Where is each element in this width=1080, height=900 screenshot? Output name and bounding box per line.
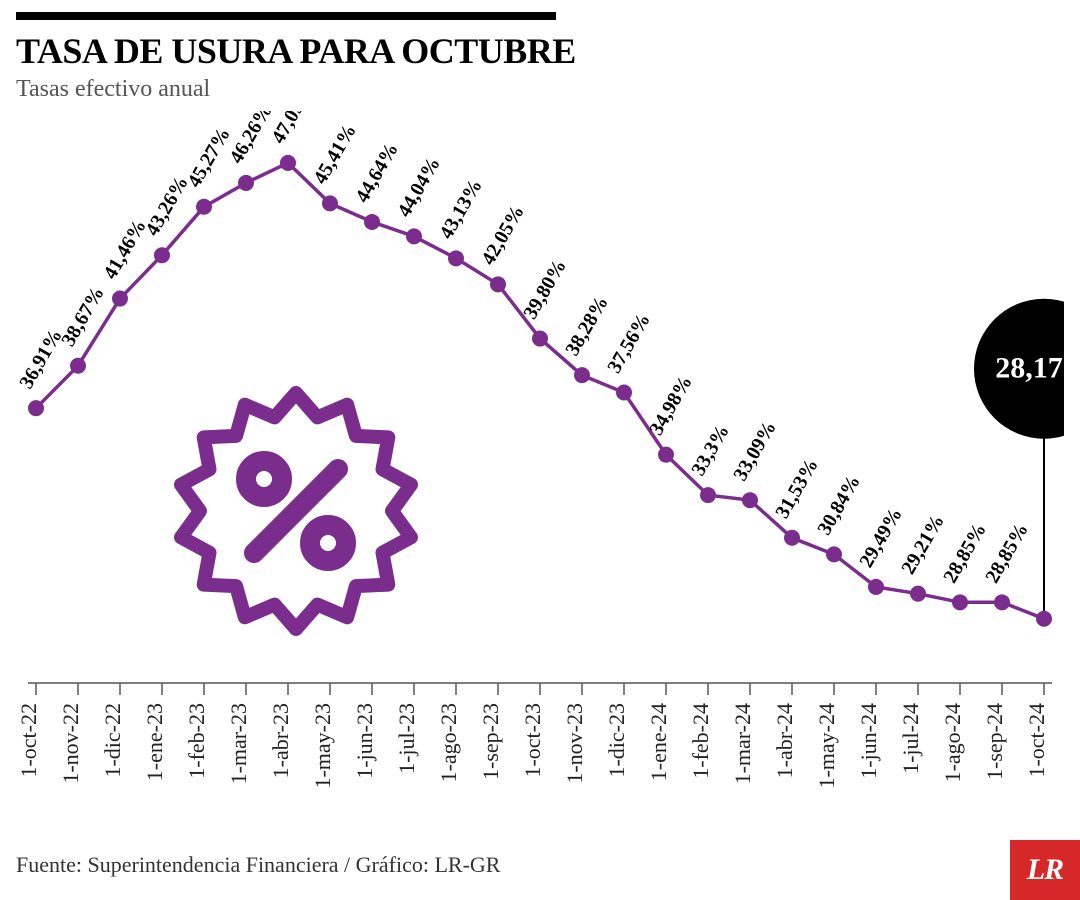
x-axis-label: 1-ago-24	[940, 703, 965, 782]
data-point-label: 44,04%	[393, 154, 445, 221]
x-axis-label: 1-jul-24	[898, 703, 923, 774]
x-axis-label: 1-nov-23	[562, 703, 587, 784]
data-point-label: 29,49%	[855, 504, 907, 571]
data-point	[1036, 611, 1052, 627]
data-point	[700, 487, 716, 503]
data-point-label: 45,41%	[309, 121, 361, 188]
data-point-label: 42,05%	[477, 202, 529, 269]
data-point-label: 30,84%	[813, 472, 865, 539]
data-point-label: 38,28%	[561, 292, 613, 359]
x-axis-label: 1-abr-24	[772, 703, 797, 778]
data-point	[154, 247, 170, 263]
data-point	[238, 175, 254, 191]
x-axis-label: 1-sep-24	[982, 703, 1007, 780]
data-point-label: 38,67%	[57, 283, 109, 350]
data-point-label: 39,80%	[519, 256, 571, 323]
data-point-label: 34,98%	[645, 372, 697, 439]
data-point	[826, 546, 842, 562]
data-point-label: 29,21%	[897, 511, 949, 578]
data-point	[322, 195, 338, 211]
x-axis-label: 1-jun-24	[856, 703, 881, 779]
x-axis-label: 1-jun-23	[352, 703, 377, 779]
percent-icon	[310, 525, 346, 561]
data-point	[196, 199, 212, 215]
data-point	[910, 586, 926, 602]
data-point	[574, 367, 590, 383]
data-point	[868, 579, 884, 595]
line-chart-svg: 1-oct-22 1-nov-22 1-dic-22 1-ene-23 1-feb-23…	[16, 111, 1064, 811]
x-axis-label: 1-feb-24	[688, 703, 713, 779]
data-point-label: 43,13%	[435, 176, 487, 243]
x-axis-label: 1-may-23	[310, 703, 335, 789]
x-axis-label: 1-ene-24	[646, 703, 671, 781]
data-point	[658, 447, 674, 463]
chart-title: TASA DE USURA PARA OCTUBRE	[16, 30, 1064, 72]
x-axis-label: 1-mar-24	[730, 703, 755, 784]
data-point	[490, 276, 506, 292]
data-point	[112, 291, 128, 307]
x-axis-label: 1-nov-22	[58, 703, 83, 784]
data-point	[742, 492, 758, 508]
x-axis-label: 1-sep-23	[478, 703, 503, 780]
x-axis-label: 1-oct-24	[1024, 703, 1049, 778]
x-axis-label: 1-jul-23	[394, 703, 419, 774]
x-axis-label: 1-may-24	[814, 703, 839, 789]
data-point	[616, 385, 632, 401]
data-point-label: 33,3%	[687, 421, 734, 480]
x-axis-label: 1-dic-22	[100, 703, 125, 778]
data-point	[532, 331, 548, 347]
publisher-logo: LR	[1010, 840, 1080, 900]
x-axis-label: 1-feb-23	[184, 703, 209, 779]
x-axis-label: 1-ene-23	[142, 703, 167, 781]
series-line	[36, 163, 1044, 619]
data-point-label: 44,64%	[351, 139, 403, 206]
chart-subtitle: Tasas efectivo anual	[16, 76, 1064, 103]
x-axis-label: 1-mar-23	[226, 703, 251, 784]
percent-icon	[246, 461, 282, 497]
data-point	[70, 358, 86, 374]
data-point	[406, 228, 422, 244]
data-point	[784, 530, 800, 546]
x-axis-label: 1-abr-23	[268, 703, 293, 778]
percent-icon	[254, 469, 338, 553]
chart-source: Fuente: Superintendencia Financiera / Gr…	[16, 852, 500, 878]
data-point	[994, 594, 1010, 610]
data-point	[952, 594, 968, 610]
data-point	[28, 400, 44, 416]
data-point	[280, 155, 296, 171]
x-axis-label: 1-ago-23	[436, 703, 461, 782]
data-point-label: 37,56%	[603, 310, 655, 377]
data-point-label: 46,26%	[225, 111, 277, 167]
data-point	[364, 214, 380, 230]
data-point-label: 47,09%	[267, 111, 319, 147]
data-point-label: 31,53%	[771, 455, 823, 522]
chart-area: 1-oct-22 1-nov-22 1-dic-22 1-ene-23 1-feb-23…	[16, 111, 1064, 811]
callout-value: 28,17%	[995, 352, 1064, 385]
x-axis-label: 1-dic-23	[604, 703, 629, 778]
publisher-logo-text: LR	[1027, 853, 1063, 887]
x-axis-label: 1-oct-22	[16, 703, 41, 778]
x-axis-label: 1-oct-23	[520, 703, 545, 778]
container: TASA DE USURA PARA OCTUBRE Tasas efectiv…	[0, 0, 1080, 900]
data-point	[448, 250, 464, 266]
data-point-label: 33,09%	[729, 417, 781, 484]
header-rule	[16, 12, 556, 20]
